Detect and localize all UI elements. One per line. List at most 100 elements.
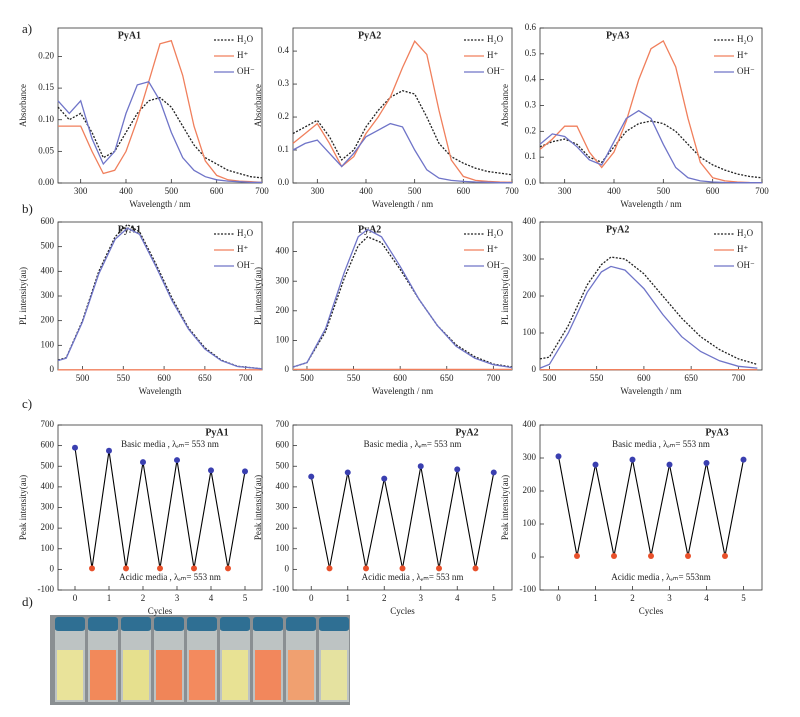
connector-line — [557, 456, 745, 557]
data-point — [490, 469, 497, 476]
x-tick-label: 1 — [346, 593, 351, 603]
y-tick-label: 0.5 — [525, 48, 537, 58]
x-tick-label: 650 — [684, 373, 698, 383]
y-tick-label: 100 — [41, 339, 55, 349]
y-axis-label: Absorbance — [500, 84, 510, 127]
y-tick-label: 0 — [285, 563, 290, 573]
data-point — [555, 453, 562, 460]
x-tick-label: 650 — [198, 373, 212, 383]
vial-cap — [187, 617, 217, 631]
y-tick-label: 0.4 — [278, 45, 290, 55]
x-tick-label: 2 — [630, 593, 635, 603]
x-axis-label: Cycles — [148, 606, 173, 616]
y-axis-label: PL intensity(au) — [500, 267, 510, 325]
data-point — [89, 565, 95, 572]
x-tick-label: 400 — [119, 186, 133, 196]
plot-frame — [292, 221, 513, 371]
data-point — [140, 459, 146, 466]
plot-frame — [57, 27, 263, 184]
y-tick-label: 100 — [523, 327, 537, 337]
legend-label: OH⁻ — [487, 66, 505, 76]
x-axis-label: Wavelength / nm — [372, 199, 433, 209]
y-axis-label: Absorbance — [253, 84, 263, 127]
x-axis-label: Wavelength / nm — [372, 386, 433, 396]
y-tick-label: 200 — [41, 522, 55, 532]
series-line — [57, 227, 263, 370]
series-line — [539, 256, 758, 366]
panel-label: c) — [22, 396, 32, 411]
legend-label: OH⁻ — [237, 66, 255, 76]
data-point — [191, 565, 197, 572]
y-tick-label: 100 — [276, 543, 290, 553]
vial-photo — [50, 615, 350, 705]
data-point — [629, 456, 636, 463]
x-tick-label: 300 — [558, 186, 572, 196]
data-point — [208, 467, 214, 474]
legend-label: H₂O — [737, 228, 754, 238]
x-tick-label: 700 — [732, 373, 746, 383]
y-tick-label: 600 — [41, 216, 55, 226]
vial-cap — [220, 617, 250, 631]
x-tick-label: 5 — [492, 593, 497, 603]
x-tick-label: 500 — [408, 186, 422, 196]
y-axis-label: PL intensity(au) — [18, 267, 28, 325]
x-tick-label: 4 — [209, 593, 214, 603]
connector-line — [74, 447, 246, 569]
x-tick-label: 3 — [175, 593, 180, 603]
chart-title: PyA3 — [705, 427, 728, 438]
x-tick-label: 2 — [141, 593, 146, 603]
data-point — [225, 565, 231, 572]
y-tick-label: 300 — [41, 502, 55, 512]
y-axis-label: Peak intensity(au) — [18, 475, 28, 540]
x-tick-label: 1 — [107, 593, 112, 603]
data-point — [72, 444, 78, 451]
legend-label: OH⁻ — [737, 66, 755, 76]
y-tick-label: 400 — [523, 419, 537, 429]
data-point — [381, 475, 388, 482]
y-tick-label: 0.05 — [38, 145, 54, 155]
y-tick-label: 500 — [41, 241, 55, 251]
y-tick-label: 300 — [523, 452, 537, 462]
data-point — [472, 565, 479, 572]
y-tick-label: 0 — [50, 364, 55, 374]
vial-cap — [154, 617, 184, 631]
y-axis-label: Absorbance — [18, 84, 28, 127]
x-tick-label: 500 — [543, 373, 557, 383]
x-axis-label: Cycles — [390, 606, 415, 616]
data-point — [592, 461, 599, 468]
y-tick-label: 300 — [41, 290, 55, 300]
data-point — [308, 473, 315, 480]
y-tick-label: 200 — [523, 485, 537, 495]
legend-label: H⁺ — [487, 244, 498, 254]
annotation: Acidic media , λₑₘ= 553 nm — [362, 572, 464, 582]
data-point — [174, 457, 180, 464]
vial-liquid — [90, 650, 116, 700]
annotation: Basic media , λₑₘ= 553 nm — [121, 439, 219, 449]
x-tick-label: 2 — [382, 593, 387, 603]
plot-frame — [539, 424, 763, 591]
plot-frame — [57, 221, 263, 371]
y-tick-label: 700 — [41, 419, 55, 429]
legend-label: H₂O — [737, 34, 754, 44]
legend-label: OH⁻ — [737, 260, 755, 270]
x-tick-label: 0 — [309, 593, 314, 603]
x-tick-label: 300 — [74, 186, 88, 196]
x-tick-label: 650 — [440, 373, 454, 383]
x-tick-label: 3 — [419, 593, 424, 603]
plot-frame — [292, 27, 513, 184]
annotation: Basic media , λₑₘ= 553 nm — [364, 439, 462, 449]
x-axis-label: Wavelength — [139, 386, 182, 396]
y-tick-label: 0.6 — [525, 22, 537, 32]
legend-label: H₂O — [237, 228, 254, 238]
y-tick-label: 200 — [41, 315, 55, 325]
y-tick-label: 0.4 — [525, 74, 537, 84]
y-axis-label: Peak intensity(au) — [253, 475, 263, 540]
x-tick-label: 5 — [243, 593, 248, 603]
vial-cap — [286, 617, 316, 631]
y-tick-label: -100 — [38, 584, 55, 594]
data-point — [436, 565, 442, 572]
y-tick-label: 0 — [532, 364, 537, 374]
data-point — [363, 565, 369, 572]
legend-label: H₂O — [487, 228, 504, 238]
x-tick-label: 600 — [157, 373, 171, 383]
